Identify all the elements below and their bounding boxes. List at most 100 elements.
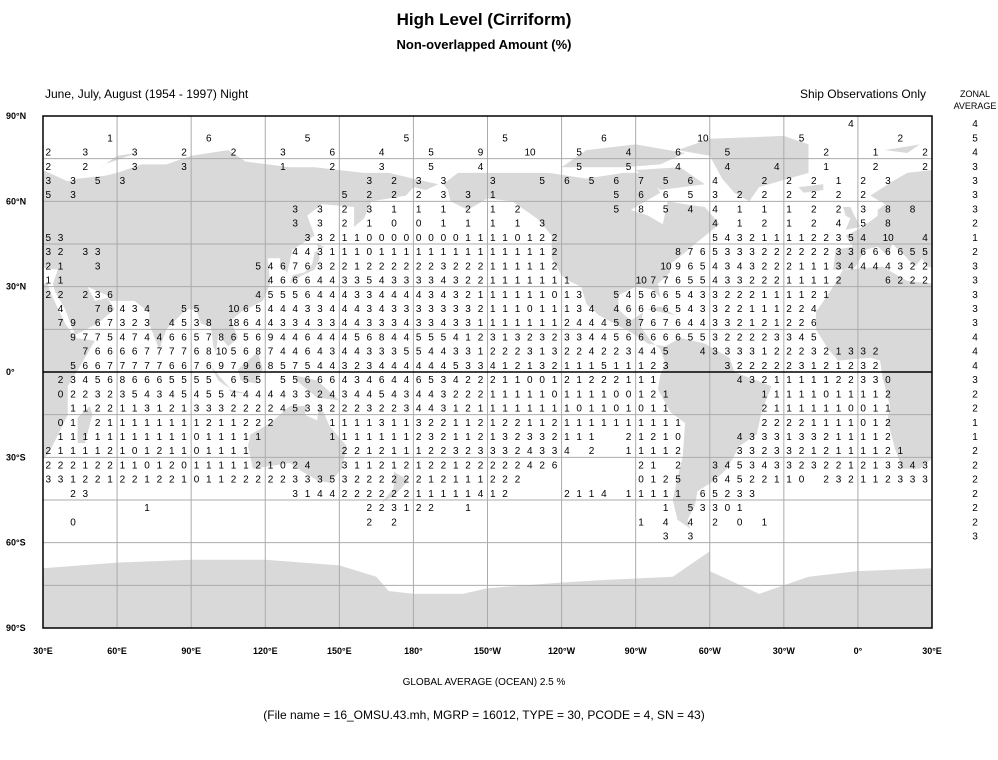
cell-value: 2 (774, 247, 780, 258)
cell-value: 3 (305, 233, 311, 244)
cell-value: 0 (823, 389, 829, 400)
cell-value: 1 (811, 261, 817, 272)
cell-value: 1 (243, 432, 249, 443)
cell-value: 2 (848, 475, 854, 486)
cell-value: 3 (379, 318, 385, 329)
cell-value: 5 (218, 389, 224, 400)
cell-value: 4 (441, 361, 447, 372)
cell-value: 5 (354, 332, 360, 343)
cell-value: 2 (762, 247, 768, 258)
cell-value: 1 (120, 432, 126, 443)
cell-value: 2 (478, 418, 484, 429)
cell-value: 3 (354, 375, 360, 386)
cell-value: 0 (737, 517, 743, 528)
cell-value: 0 (552, 290, 558, 301)
cell-value: 1 (539, 318, 545, 329)
cell-value: 0 (416, 233, 422, 244)
land-polygon (561, 144, 686, 168)
cell-value: 3 (453, 347, 459, 358)
zonal-average-value: 3 (972, 375, 978, 386)
cell-value: 4 (404, 332, 410, 343)
cell-value: 6 (663, 190, 669, 201)
cell-value: 1 (873, 460, 879, 471)
longitude-tick-label: 150°W (474, 646, 502, 656)
land-polygon (248, 403, 347, 483)
cell-value: 5 (712, 233, 718, 244)
cell-value: 4 (330, 276, 336, 287)
cell-value: 5 (589, 176, 595, 187)
cell-value: 7 (638, 318, 644, 329)
cell-value: 2 (614, 375, 620, 386)
cell-value: 3 (465, 190, 471, 201)
cell-value: 18 (228, 318, 240, 329)
cell-value: 2 (46, 162, 52, 173)
land-polygon (0, 144, 31, 153)
cell-value: 2 (885, 418, 891, 429)
cell-value: 3 (280, 148, 286, 159)
cell-value: 4 (589, 347, 595, 358)
cell-value: 4 (638, 347, 644, 358)
cell-value: 3 (885, 176, 891, 187)
cell-value: 4 (317, 332, 323, 343)
cell-value: 4 (428, 361, 434, 372)
cell-value: 1 (601, 418, 607, 429)
cell-value: 4 (527, 460, 533, 471)
cell-value: 2 (527, 332, 533, 343)
cell-value: 5 (663, 204, 669, 215)
cell-value: 3 (70, 190, 76, 201)
cell-value: 1 (181, 404, 187, 415)
land-polygon (443, 172, 720, 350)
cell-value: 1 (873, 404, 879, 415)
cell-value: 4 (330, 304, 336, 315)
cell-value: 1 (120, 460, 126, 471)
cell-value: 6 (83, 361, 89, 372)
cell-value: 2 (490, 375, 496, 386)
cell-value: 2 (441, 418, 447, 429)
cell-value: 3 (441, 304, 447, 315)
cell-value: 1 (404, 503, 410, 514)
cell-value: 2 (83, 162, 89, 173)
cell-value: 4 (268, 261, 274, 272)
cell-value: 3 (330, 318, 336, 329)
cell-value: 3 (515, 332, 521, 343)
cell-value: 1 (626, 375, 632, 386)
cell-value: 2 (502, 418, 508, 429)
cell-value: 5 (280, 290, 286, 301)
cell-value: 1 (515, 247, 521, 258)
cell-value: 8 (206, 318, 212, 329)
cell-value: 5 (330, 475, 336, 486)
cell-value: 5 (626, 162, 632, 173)
cell-value: 2 (885, 475, 891, 486)
cell-value: 10 (525, 148, 537, 159)
cell-value: 8 (206, 347, 212, 358)
cell-value: 2 (478, 389, 484, 400)
cell-value: 3 (416, 276, 422, 287)
cell-value: 1 (552, 304, 558, 315)
cell-value: 1 (441, 204, 447, 215)
cell-value: 4 (305, 247, 311, 258)
cell-value: 3 (576, 290, 582, 301)
cell-value: 1 (354, 418, 360, 429)
cell-value: 4 (231, 389, 237, 400)
cell-value: 2 (453, 389, 459, 400)
zonal-average-value: 4 (972, 119, 978, 130)
zonal-average-value: 3 (972, 290, 978, 301)
cell-value: 3 (774, 446, 780, 457)
cell-value: 4 (601, 318, 607, 329)
cell-value: 1 (576, 418, 582, 429)
cell-value: 4 (157, 332, 163, 343)
cell-value: 5 (280, 361, 286, 372)
cell-value: 5 (922, 247, 928, 258)
cell-value: 6 (305, 261, 311, 272)
cell-value: 6 (651, 318, 657, 329)
cell-value: 2 (478, 432, 484, 443)
cell-value: 1 (231, 432, 237, 443)
cell-value: 2 (502, 347, 508, 358)
cell-value: 2 (95, 418, 101, 429)
cell-value: 1 (490, 304, 496, 315)
cell-value: 2 (169, 404, 175, 415)
cell-value: 2 (589, 446, 595, 457)
land-polygon (77, 406, 93, 444)
cell-value: 5 (181, 375, 187, 386)
